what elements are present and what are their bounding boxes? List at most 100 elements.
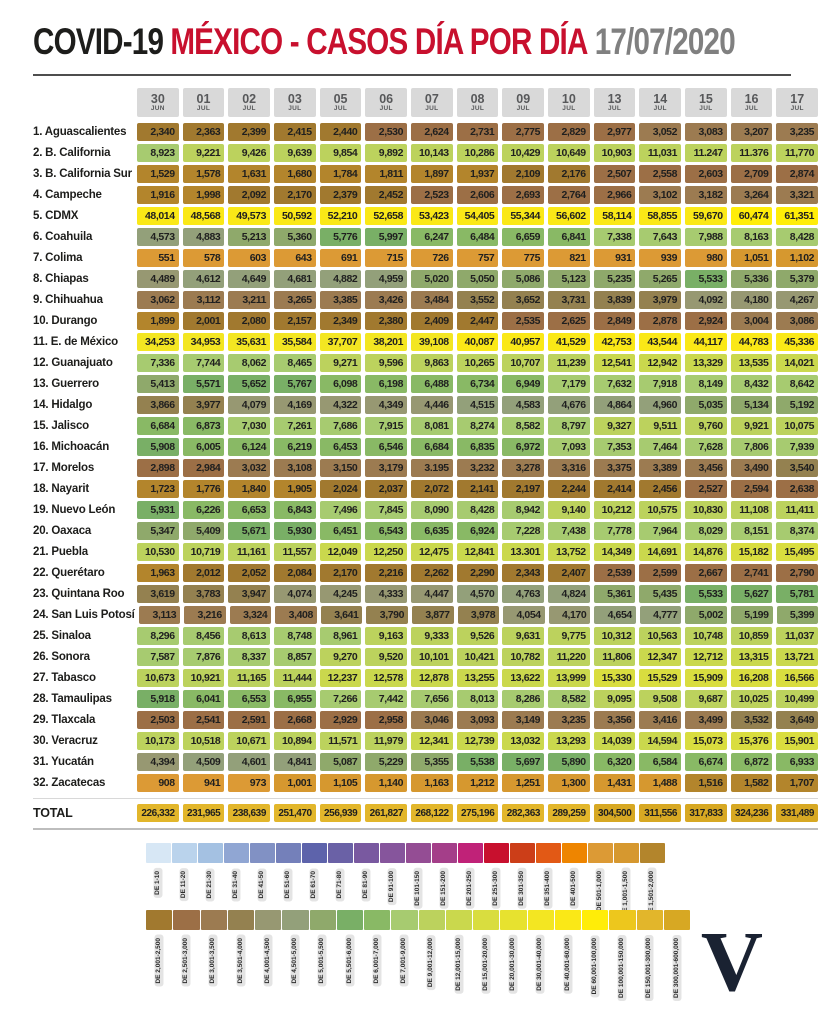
cases-cell: 2,414 [593, 479, 636, 498]
cases-cell: 10,921 [182, 668, 225, 687]
state-name: 3. B. California Sur [33, 167, 132, 180]
cases-cell: 1,516 [685, 773, 727, 792]
state-name: 18. Nayarit [33, 482, 89, 495]
cases-cell: 2,037 [365, 479, 408, 498]
cases-cell: 2,262 [411, 563, 453, 582]
cases-cell: 3,499 [685, 710, 727, 729]
cases-cell: 4,267 [776, 290, 819, 309]
legend-label: DE 20,001-30,000 [509, 935, 518, 994]
legend-label: DE 3,501-4,000 [236, 935, 246, 987]
legend-item: DE 5,001-5,500 [309, 910, 336, 1001]
cases-cell: 2,966 [593, 185, 636, 204]
cases-cell: 7,656 [411, 689, 453, 708]
cases-cell: 58,114 [593, 206, 636, 225]
cases-cell: 10,143 [411, 143, 453, 162]
cases-cell: 7,939 [776, 437, 819, 456]
legend-swatch [636, 910, 663, 930]
cases-cell: 757 [456, 248, 499, 267]
cases-cell: 7,496 [319, 500, 362, 519]
cases-cell: 2,731 [456, 122, 499, 141]
state-row: 22. Querétaro 1,963 2,012 2,052 2,084 2,170 2,… [33, 562, 819, 583]
cases-cell: 11,239 [548, 353, 590, 372]
cases-cell: 4,054 [503, 605, 545, 624]
state-row: 13. Guerrero 5,413 5,571 5,652 5,767 6,098 6,1… [33, 373, 819, 394]
cases-cell: 6,933 [776, 752, 819, 771]
cases-cell: 3,321 [776, 185, 819, 204]
cases-cell: 5,908 [137, 437, 179, 456]
state-name: 32. Zacatecas [33, 776, 106, 789]
cases-cell: 15,376 [730, 731, 773, 750]
cases-cell: 5,767 [274, 374, 316, 393]
legend-label: DE 5,501-6,000 [345, 935, 355, 987]
cases-cell: 1,578 [182, 164, 225, 183]
cases-cell: 14,021 [776, 353, 819, 372]
cases-cell: 2,790 [776, 563, 819, 582]
date-day-label: 14 [653, 91, 668, 106]
cases-cell: 1,051 [730, 248, 773, 267]
cases-cell: 44,783 [730, 332, 773, 351]
cases-cell: 4,583 [502, 395, 545, 414]
cases-cell: 35,631 [228, 332, 271, 351]
cases-cell: 5,671 [228, 521, 271, 540]
legend-item: DE 71-80 [328, 843, 353, 920]
cases-cell: 11,571 [319, 731, 362, 750]
cases-cell: 6,219 [274, 437, 316, 456]
state-row: 20. Oaxaca 5,347 5,409 5,671 5,930 6,451 6,543… [33, 520, 819, 541]
cases-cell: 5,361 [593, 584, 636, 603]
date-column-header: 10 JUL [548, 88, 590, 117]
cases-cell: 3,113 [138, 605, 181, 624]
date-column-header: 13 JUL [593, 88, 636, 117]
cases-cell: 5,265 [639, 269, 682, 288]
cases-cell: 5,086 [502, 269, 545, 288]
cases-cell: 7,744 [182, 353, 225, 372]
legend-swatch [640, 843, 665, 863]
cases-cell: 7,093 [548, 437, 590, 456]
date-month-label: JUL [653, 105, 667, 112]
total-cell: 311,556 [639, 804, 682, 822]
cases-cell: 7,988 [685, 227, 727, 246]
cases-cell: 7,587 [137, 647, 179, 666]
cases-cell: 3,324 [229, 605, 272, 624]
cases-cell: 40,087 [456, 332, 499, 351]
state-name: 30. Veracruz [33, 734, 98, 747]
cases-cell: 6,546 [365, 437, 408, 456]
legend-item: DE 201-250 [458, 843, 483, 920]
cases-cell: 3,102 [639, 185, 682, 204]
cases-cell: 1,300 [548, 773, 590, 792]
cases-cell: 2,244 [548, 479, 590, 498]
cases-cell: 10,518 [182, 731, 225, 750]
cases-cell: 6,972 [502, 437, 545, 456]
cases-cell: 2,624 [411, 122, 453, 141]
cases-cell: 1,431 [593, 773, 636, 792]
cases-cell: 49,573 [228, 206, 271, 225]
cases-cell: 48,014 [137, 206, 179, 225]
cases-cell: 4,777 [639, 605, 682, 624]
cases-cell: 10,265 [456, 353, 499, 372]
date-month-label: JUL [196, 105, 211, 112]
page-title: COVID-19 MÉXICO - CASOS DÍA POR DÍA 17/07/… [33, 20, 736, 64]
date-column-header: 02 JUL [228, 88, 271, 117]
cases-cell: 2,343 [502, 563, 545, 582]
cases-cell: 5,213 [228, 227, 271, 246]
cases-cell: 2,599 [639, 563, 682, 582]
cases-cell: 775 [502, 248, 545, 267]
cases-cell: 6,955 [274, 689, 316, 708]
state-name: 17. Morelos [33, 461, 95, 474]
legend-label: DE 351-400 [544, 868, 553, 909]
cases-cell: 6,488 [411, 374, 453, 393]
cases-cell: 11,165 [228, 668, 271, 687]
legend-swatch [173, 910, 200, 930]
cases-cell: 10,859 [730, 626, 773, 645]
cases-cell: 12,341 [411, 731, 453, 750]
state-name: 21. Puebla [33, 545, 88, 558]
state-row: 3. B. California Sur 1,529 1,578 1,631 1,680… [33, 163, 819, 184]
legend-label: DE 7,001-9,000 [400, 935, 409, 987]
legend-item: DE 4,001-4,500 [255, 910, 282, 1001]
cases-cell: 2,380 [365, 311, 408, 330]
cases-cell: 7,964 [639, 521, 682, 540]
total-cell: 268,122 [411, 804, 453, 822]
cases-cell: 9,140 [548, 500, 590, 519]
date-day-label: 08 [470, 91, 485, 106]
cases-cell: 11,161 [228, 542, 271, 561]
date-day-label: 06 [379, 91, 394, 106]
